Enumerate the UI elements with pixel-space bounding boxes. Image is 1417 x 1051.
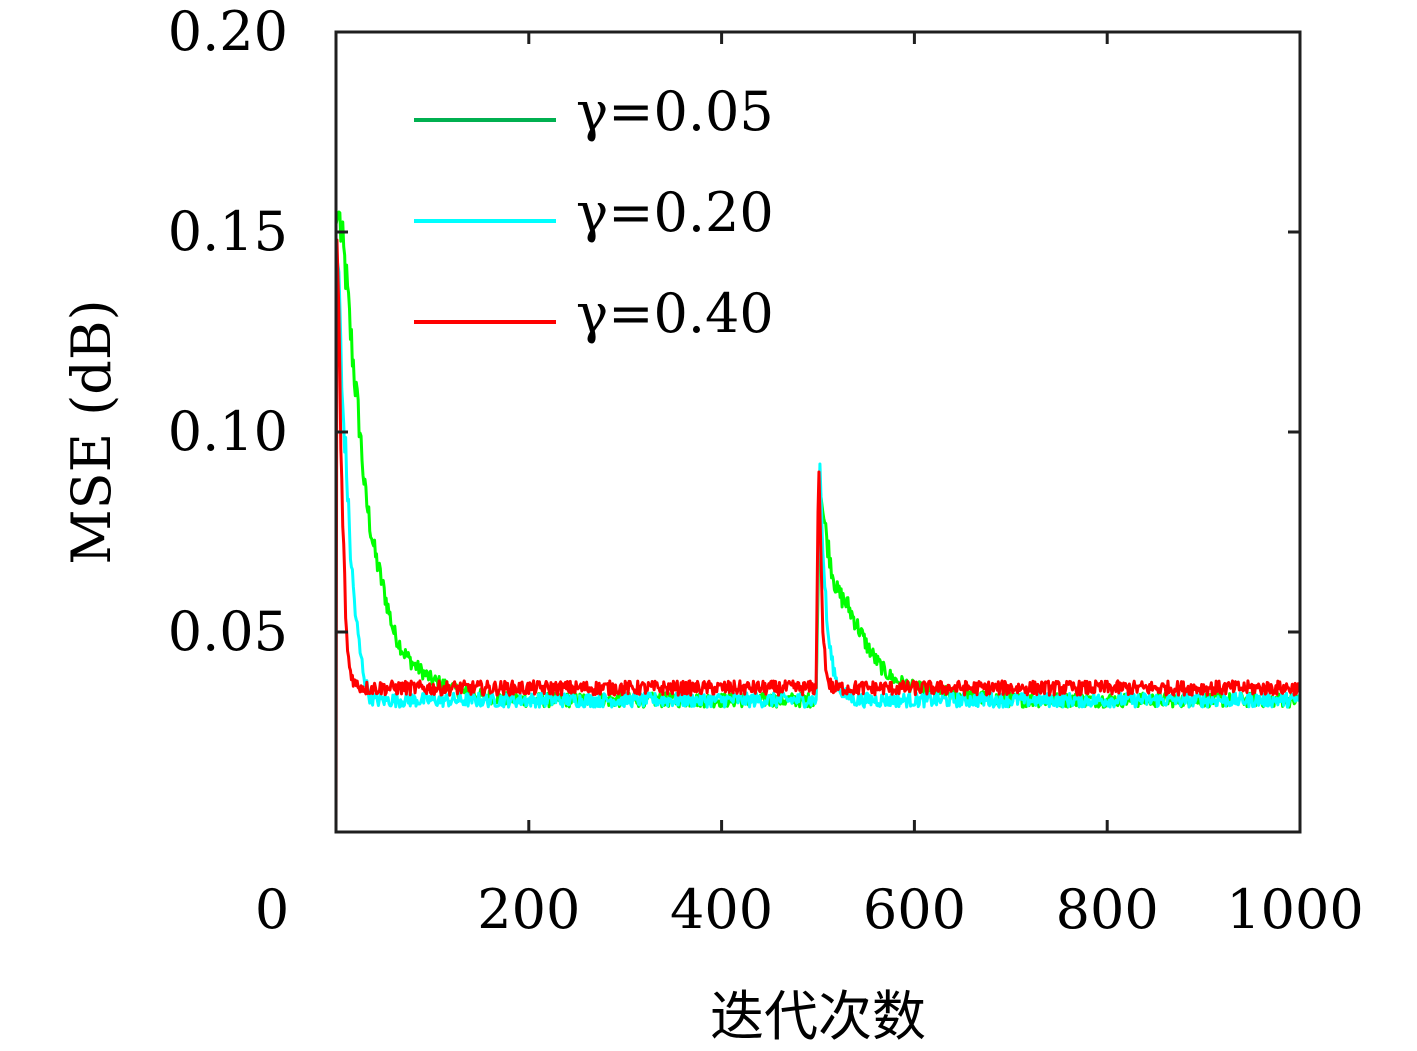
legend: γ=0.05 γ=0.20 γ=0.40	[414, 80, 774, 345]
y-tick-label-3: 0.20	[168, 0, 288, 63]
x-tick-label-3: 600	[863, 878, 966, 941]
x-tick-label-4: 800	[1056, 878, 1159, 941]
x-tick-label-2: 400	[670, 878, 773, 941]
ticks	[336, 32, 1300, 832]
legend-label-1: γ=0.20	[576, 181, 774, 244]
y-tick-label-0: 0.05	[168, 600, 288, 663]
x-tick-label-1: 200	[477, 878, 580, 941]
legend-label-2: γ=0.40	[576, 282, 774, 345]
y-tick-label-1: 0.10	[168, 400, 288, 463]
series-line-2	[334, 238, 1302, 833]
legend-label-0: γ=0.05	[576, 80, 774, 143]
x-axis-label: 迭代次数	[710, 985, 926, 1048]
x-tick-label-0: 0	[255, 878, 289, 941]
x-tick-label-5: 1000	[1226, 878, 1363, 941]
plot-frame	[334, 30, 1302, 834]
plot-lines	[334, 210, 1302, 833]
y-tick-label-2: 0.15	[168, 200, 288, 263]
y-axis-label: MSE (dB)	[60, 299, 123, 564]
tick-labels: 0 200 400 600 800 1000 0.05 0.10 0.15 0.20	[168, 0, 1364, 941]
